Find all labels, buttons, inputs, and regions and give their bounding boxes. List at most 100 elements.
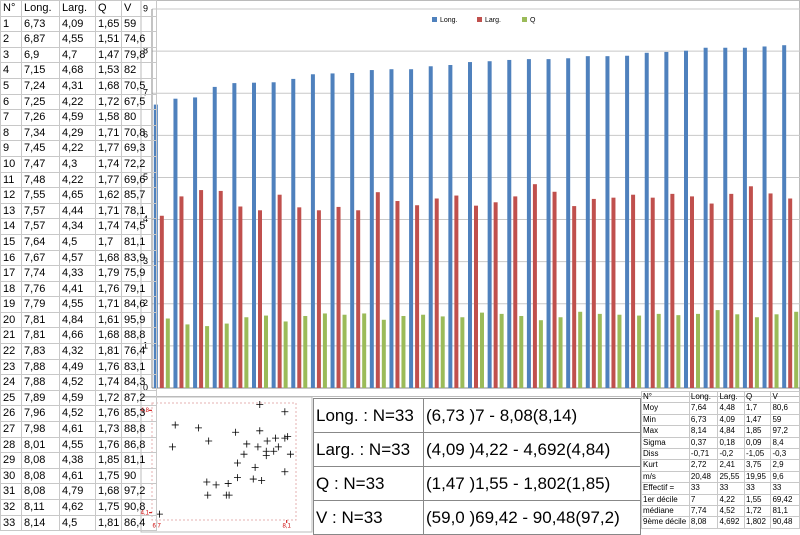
bar bbox=[375, 192, 380, 388]
table-cell: 6 bbox=[0, 93, 22, 111]
table-cell: 4,84 bbox=[59, 311, 96, 329]
table-row: 27 7,98 4,61 1,73 88,8 bbox=[0, 421, 157, 438]
table-row: 9 7,45 4,22 1,77 69,3 bbox=[0, 140, 157, 157]
bar bbox=[572, 206, 577, 388]
table-cell: 1,47 bbox=[743, 413, 772, 427]
bar bbox=[754, 317, 759, 388]
bar bbox=[330, 73, 335, 389]
table-cell: 7,81 bbox=[21, 327, 60, 345]
table-cell: 7,48 bbox=[21, 171, 60, 189]
table-cell: 4,22 bbox=[59, 171, 96, 189]
bar bbox=[558, 317, 563, 388]
table-cell: Larg. : N=33 bbox=[313, 432, 424, 467]
table-cell: 2,9 bbox=[770, 459, 800, 472]
bar bbox=[369, 70, 374, 389]
table-cell: 67,5 bbox=[121, 93, 157, 111]
table-cell: 1,68 bbox=[95, 483, 122, 500]
table-cell: 7,55 bbox=[21, 187, 60, 204]
bar bbox=[585, 56, 590, 389]
bar bbox=[303, 315, 308, 388]
table-cell: 1,76 bbox=[95, 280, 122, 298]
bar bbox=[271, 82, 276, 389]
table-row: 32 8,11 4,62 1,75 90,8 bbox=[0, 499, 157, 516]
bar bbox=[428, 66, 433, 388]
table-cell: 80 bbox=[121, 109, 157, 126]
table-cell: 13 bbox=[0, 202, 22, 220]
bar bbox=[715, 310, 720, 388]
table-cell: 11 bbox=[0, 171, 22, 189]
table-cell: 4,34 bbox=[59, 218, 96, 235]
table-cell: -1,05 bbox=[743, 448, 772, 461]
table-row: 9ème décile 8,08 4,692 1,802 90,48 bbox=[641, 516, 800, 529]
table-cell: 4,38 bbox=[59, 452, 96, 469]
table-cell: 27 bbox=[0, 421, 22, 438]
table-cell: 7,76 bbox=[21, 280, 60, 298]
table-cell: 4,33 bbox=[59, 265, 96, 282]
header-row: N° Long. Larg. Q V bbox=[641, 390, 800, 404]
table-cell: 1,68 bbox=[95, 77, 122, 95]
bar bbox=[193, 97, 198, 388]
table-cell: 4,55 bbox=[59, 31, 96, 48]
table-cell: Effectif = bbox=[641, 482, 690, 495]
table-row: médiane 7,74 4,52 1,72 81,1 bbox=[641, 505, 800, 518]
table-cell: 81,1 bbox=[121, 452, 157, 469]
legend-label: Larg. bbox=[485, 17, 501, 24]
bar bbox=[656, 313, 661, 388]
x-tick-label: 8,1 bbox=[283, 524, 292, 530]
table-cell: 33 bbox=[770, 482, 800, 495]
table-cell: 1,75 bbox=[95, 467, 122, 485]
table-cell: 7,79 bbox=[21, 296, 60, 313]
bar bbox=[762, 46, 767, 389]
bar bbox=[690, 196, 694, 388]
table-cell: 1,55 bbox=[743, 493, 772, 507]
table-cell: 84,3 bbox=[121, 374, 157, 391]
table-cell: 5 bbox=[0, 77, 22, 95]
table-cell: 32 bbox=[0, 499, 22, 516]
table-cell: 4,09 bbox=[717, 413, 745, 427]
table-row: Sigma 0,37 0,18 0,09 8,4 bbox=[641, 436, 800, 450]
scatter-point bbox=[254, 443, 262, 451]
table-cell: 1,7 bbox=[743, 402, 772, 415]
table-cell: Max bbox=[641, 425, 690, 438]
table-cell: 19 bbox=[0, 296, 22, 313]
table-row: m/s 20,48 25,55 19,95 9,6 bbox=[641, 470, 800, 484]
table-cell: 4,5 bbox=[59, 514, 96, 532]
scatter-point bbox=[225, 491, 233, 499]
table-cell: -0,2 bbox=[717, 448, 745, 461]
scatter-point bbox=[205, 437, 213, 445]
table-cell: 1,72 bbox=[95, 93, 122, 111]
table-cell: 4,22 bbox=[59, 93, 96, 111]
table-row: 5 7,24 4,31 1,68 70,5 bbox=[0, 77, 157, 95]
table-cell: 7,83 bbox=[21, 343, 60, 360]
table-cell: 83,9 bbox=[121, 249, 157, 267]
table-cell: 1,79 bbox=[95, 265, 122, 282]
table-cell: 7,96 bbox=[21, 405, 60, 423]
scatter-point bbox=[286, 450, 294, 458]
table-cell: 20,48 bbox=[688, 470, 719, 484]
table-cell: 1,76 bbox=[95, 358, 122, 376]
table-cell: 21 bbox=[0, 327, 22, 345]
bar bbox=[454, 195, 459, 388]
table-cell: 28 bbox=[0, 436, 22, 454]
x-tick-label: 6,7 bbox=[152, 524, 161, 530]
legend-swatch bbox=[477, 17, 482, 22]
table-cell: 4,52 bbox=[717, 505, 745, 518]
table-cell: 9ème décile bbox=[641, 516, 690, 529]
table-cell: 1,47 bbox=[95, 46, 122, 64]
bar bbox=[205, 326, 210, 388]
scatter-point bbox=[194, 424, 202, 432]
bar bbox=[460, 317, 465, 388]
table-row: 33 8,14 4,5 1,81 86,4 bbox=[0, 514, 157, 532]
table-cell: 4,31 bbox=[59, 77, 96, 95]
table-cell: 85,7 bbox=[121, 187, 157, 204]
table-cell: 2,41 bbox=[717, 459, 745, 472]
bar bbox=[448, 65, 453, 388]
bar bbox=[637, 315, 642, 388]
scatter-point bbox=[270, 447, 278, 455]
table-cell: 4,66 bbox=[59, 327, 96, 345]
table-cell: 10 bbox=[0, 155, 22, 173]
table-cell: 33 bbox=[717, 482, 745, 495]
bar bbox=[578, 311, 583, 388]
table-cell: 69,6 bbox=[121, 171, 157, 189]
